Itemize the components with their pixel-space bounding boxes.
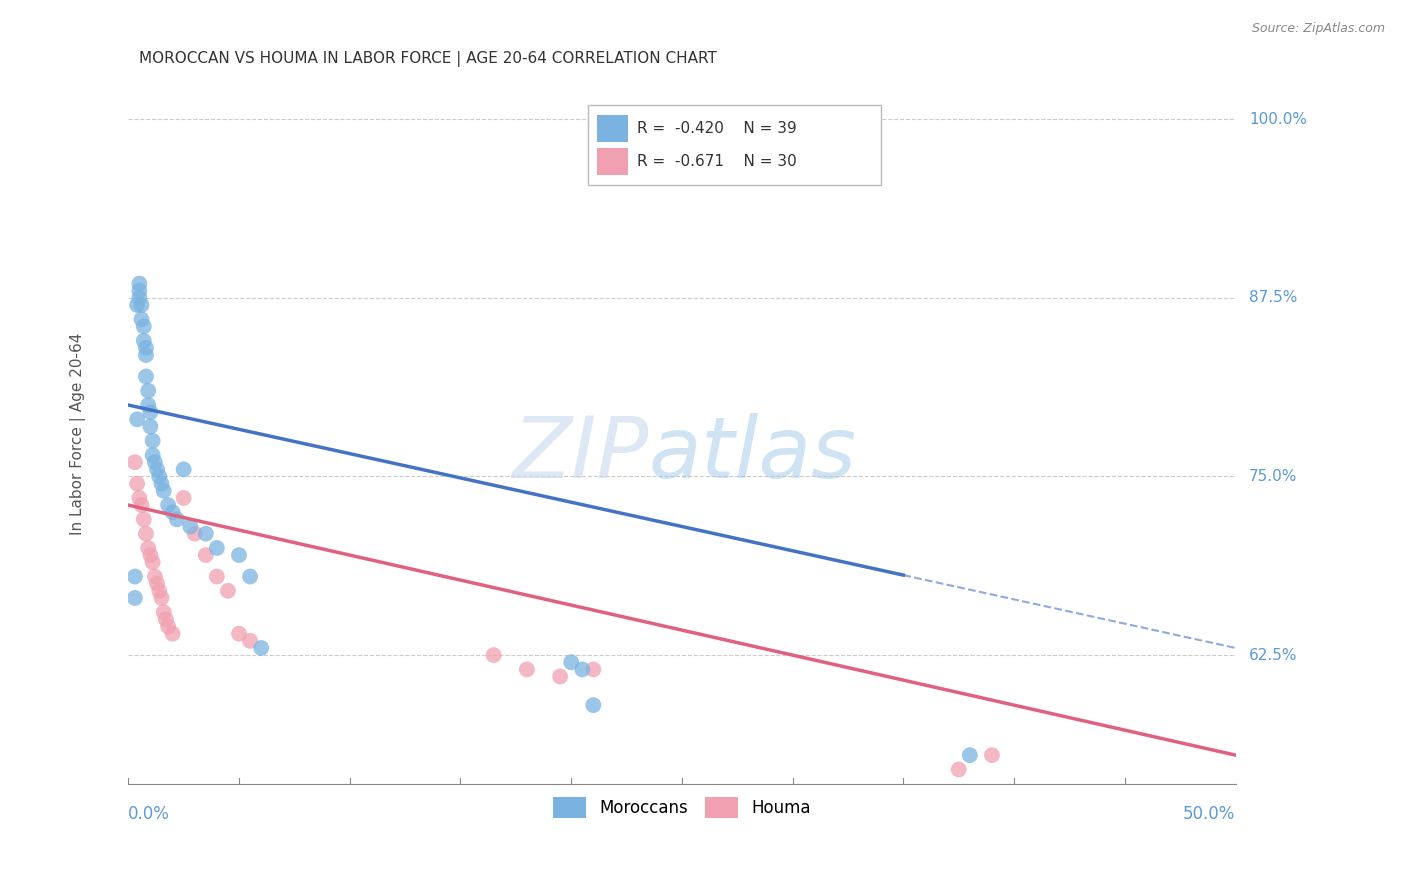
Point (131, 498, 153, 512)
Point (146, 462, 169, 476)
Point (136, 384, 159, 398)
Point (135, 526, 157, 541)
Point (173, 462, 195, 476)
Point (124, 455, 146, 469)
Bar (596, 115, 627, 142)
Point (157, 619, 180, 633)
Point (948, 763, 970, 777)
Point (152, 483, 174, 498)
Point (143, 569, 166, 583)
Bar (596, 148, 627, 175)
Point (135, 348, 157, 362)
Point (139, 419, 162, 434)
Text: atlas: atlas (648, 413, 856, 496)
Text: 87.5%: 87.5% (1249, 291, 1298, 305)
Point (131, 298, 153, 312)
Point (139, 548, 162, 562)
Point (173, 491, 195, 505)
Point (239, 633, 262, 648)
Point (146, 576, 169, 591)
Point (124, 569, 146, 583)
Point (250, 640, 273, 655)
Point (143, 455, 166, 469)
Point (217, 583, 239, 598)
Text: 62.5%: 62.5% (1249, 648, 1298, 663)
Text: 50.0%: 50.0% (1184, 805, 1236, 823)
Point (142, 555, 165, 569)
Point (135, 369, 157, 384)
Point (136, 541, 159, 555)
Point (548, 669, 571, 683)
Text: 75.0%: 75.0% (1249, 469, 1298, 484)
Point (228, 626, 250, 640)
Point (959, 748, 981, 763)
Point (482, 648, 505, 662)
Point (150, 476, 173, 491)
Point (162, 626, 184, 640)
Point (194, 548, 217, 562)
Point (142, 448, 165, 462)
Point (205, 569, 228, 583)
Text: R =  -0.671    N = 30: R = -0.671 N = 30 (637, 153, 796, 169)
Point (135, 341, 157, 355)
Text: R =  -0.420    N = 39: R = -0.420 N = 39 (637, 120, 796, 136)
Point (194, 526, 217, 541)
Point (162, 505, 184, 519)
Point (132, 319, 155, 334)
Point (582, 698, 605, 713)
Point (139, 405, 162, 419)
Point (128, 291, 150, 305)
Point (560, 655, 582, 669)
Point (136, 398, 159, 412)
Point (152, 605, 174, 619)
Point (582, 662, 605, 676)
Point (127, 298, 149, 312)
Point (239, 569, 262, 583)
Text: 0.0%: 0.0% (128, 805, 170, 823)
Point (571, 662, 593, 676)
Text: 100.0%: 100.0% (1249, 112, 1306, 127)
Point (228, 548, 250, 562)
Text: In Labor Force | Age 20-64: In Labor Force | Age 20-64 (70, 333, 86, 535)
Point (124, 591, 146, 605)
Point (128, 284, 150, 298)
Point (128, 277, 150, 291)
Point (166, 512, 188, 526)
Legend: Moroccans, Houma: Moroccans, Houma (546, 790, 818, 824)
Point (179, 519, 201, 533)
FancyBboxPatch shape (588, 104, 882, 185)
Point (142, 434, 165, 448)
Point (205, 541, 228, 555)
Point (155, 612, 177, 626)
Point (132, 334, 155, 348)
Point (127, 412, 149, 426)
Text: Source: ZipAtlas.com: Source: ZipAtlas.com (1251, 22, 1385, 36)
Text: ZIP: ZIP (512, 413, 648, 496)
Point (150, 591, 173, 605)
Point (183, 526, 205, 541)
Text: MOROCCAN VS HOUMA IN LABOR FORCE | AGE 20-64 CORRELATION CHART: MOROCCAN VS HOUMA IN LABOR FORCE | AGE 2… (139, 51, 717, 67)
Point (148, 469, 170, 483)
Point (157, 498, 180, 512)
Point (148, 583, 170, 598)
Point (127, 476, 149, 491)
Point (132, 512, 155, 526)
Point (516, 662, 538, 676)
Point (128, 491, 150, 505)
Point (981, 748, 1004, 763)
Point (131, 312, 153, 326)
